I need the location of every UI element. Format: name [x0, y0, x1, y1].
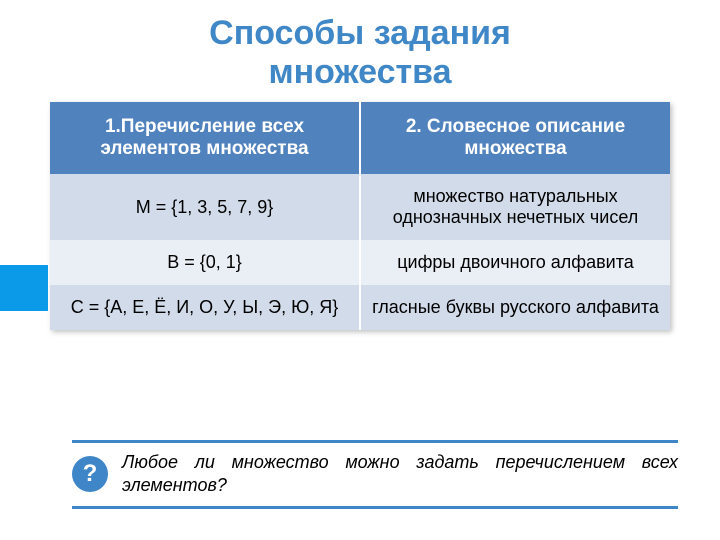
- cell-desc: множество натуральных однозначных нечетн…: [360, 174, 670, 240]
- cell-desc: гласные буквы русского алфавита: [360, 285, 670, 330]
- footer-question-text: Любое ли множество можно задать перечисл…: [122, 451, 678, 496]
- col-header-enumeration: 1.Перечисление всех элементов множества: [50, 102, 360, 174]
- cell-enum: M = {1, 3, 5, 7, 9}: [50, 174, 360, 240]
- table-row: M = {1, 3, 5, 7, 9} множество натуральны…: [50, 174, 670, 240]
- title-line-2: множества: [268, 53, 451, 91]
- divider-bottom: [72, 506, 678, 509]
- table-header-row: 1.Перечисление всех элементов множества …: [50, 102, 670, 174]
- question-icon: ?: [72, 456, 108, 492]
- cell-desc: цифры двоичного алфавита: [360, 240, 670, 285]
- table-row: B = {0, 1} цифры двоичного алфавита: [50, 240, 670, 285]
- footer-block: ? Любое ли множество можно задать перечи…: [72, 440, 678, 509]
- title-line-1: Способы задания: [209, 14, 511, 52]
- col-header-description: 2. Словесное описание множества: [360, 102, 670, 174]
- question-mark: ?: [83, 460, 98, 488]
- side-accent-bar: [0, 265, 48, 311]
- table-row: С = {А, Е, Ё, И, О, У, Ы, Э, Ю, Я} гласн…: [50, 285, 670, 330]
- methods-table: 1.Перечисление всех элементов множества …: [50, 102, 670, 330]
- cell-enum: B = {0, 1}: [50, 240, 360, 285]
- divider-top: [72, 440, 678, 443]
- footer-row: ? Любое ли множество можно задать перечи…: [72, 449, 678, 502]
- cell-enum: С = {А, Е, Ё, И, О, У, Ы, Э, Ю, Я}: [50, 285, 360, 330]
- page-title: Способы задания множества: [0, 0, 720, 102]
